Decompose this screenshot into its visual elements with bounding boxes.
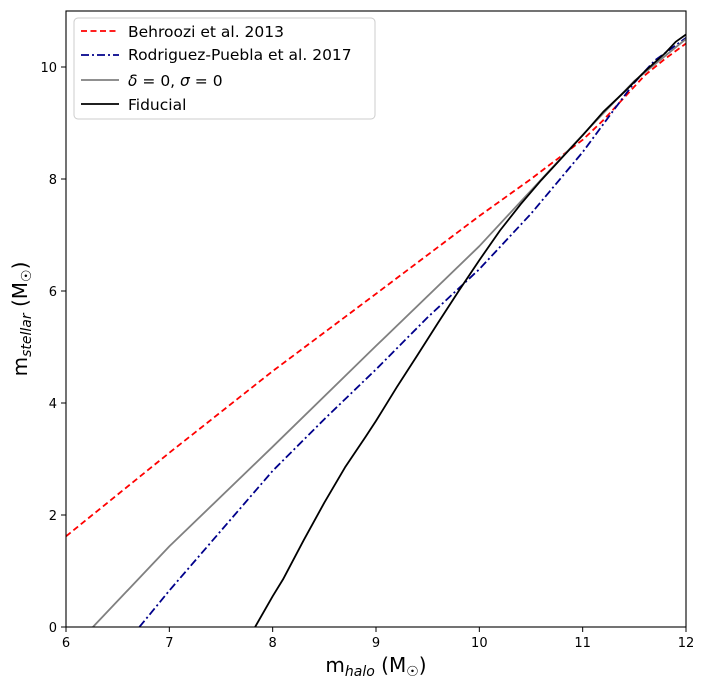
y-tick-label: 6 xyxy=(49,285,57,300)
plot-area xyxy=(65,10,687,628)
x-axis-label: mhalo (M☉) xyxy=(325,653,426,680)
x-tick-label: 11 xyxy=(574,636,591,651)
x-tick-label: 12 xyxy=(678,636,695,651)
series-layer xyxy=(66,33,686,627)
x-tick-label: 6 xyxy=(62,636,70,651)
series-line-rodriguez-puebla-et-al-2017 xyxy=(138,37,686,627)
x-tick-label: 7 xyxy=(165,636,173,651)
y-tick-label: 10 xyxy=(40,61,57,76)
y-axis: 0 2 4 6 8 10 xyxy=(40,61,66,636)
legend-box xyxy=(73,17,376,120)
x-tick-label: 9 xyxy=(372,636,380,651)
series-line-behroozi-et-al-2013 xyxy=(66,42,686,537)
legend: Behroozi et al. 2013 Rodriguez-Puebla et… xyxy=(73,17,376,120)
series-line-fiducial xyxy=(254,33,686,627)
legend-label-behroozi: Behroozi et al. 2013 xyxy=(128,23,284,41)
x-axis: 6 7 8 9 10 11 12 xyxy=(62,627,694,651)
y-axis-label: mstellar (M☉) xyxy=(8,262,35,377)
y-tick-label: 2 xyxy=(49,509,57,524)
legend-label-fiducial: Fiducial xyxy=(128,96,186,114)
y-tick-label: 8 xyxy=(49,173,57,188)
legend-label-delta-sigma-zero: δ = 0, σ = 0 xyxy=(128,72,223,90)
x-tick-label: 10 xyxy=(471,636,488,651)
y-tick-label: 0 xyxy=(49,621,57,636)
legend-label-rodriguez-puebla: Rodriguez-Puebla et al. 2017 xyxy=(128,46,352,64)
x-tick-label: 8 xyxy=(269,636,277,651)
y-tick-label: 4 xyxy=(49,397,57,412)
